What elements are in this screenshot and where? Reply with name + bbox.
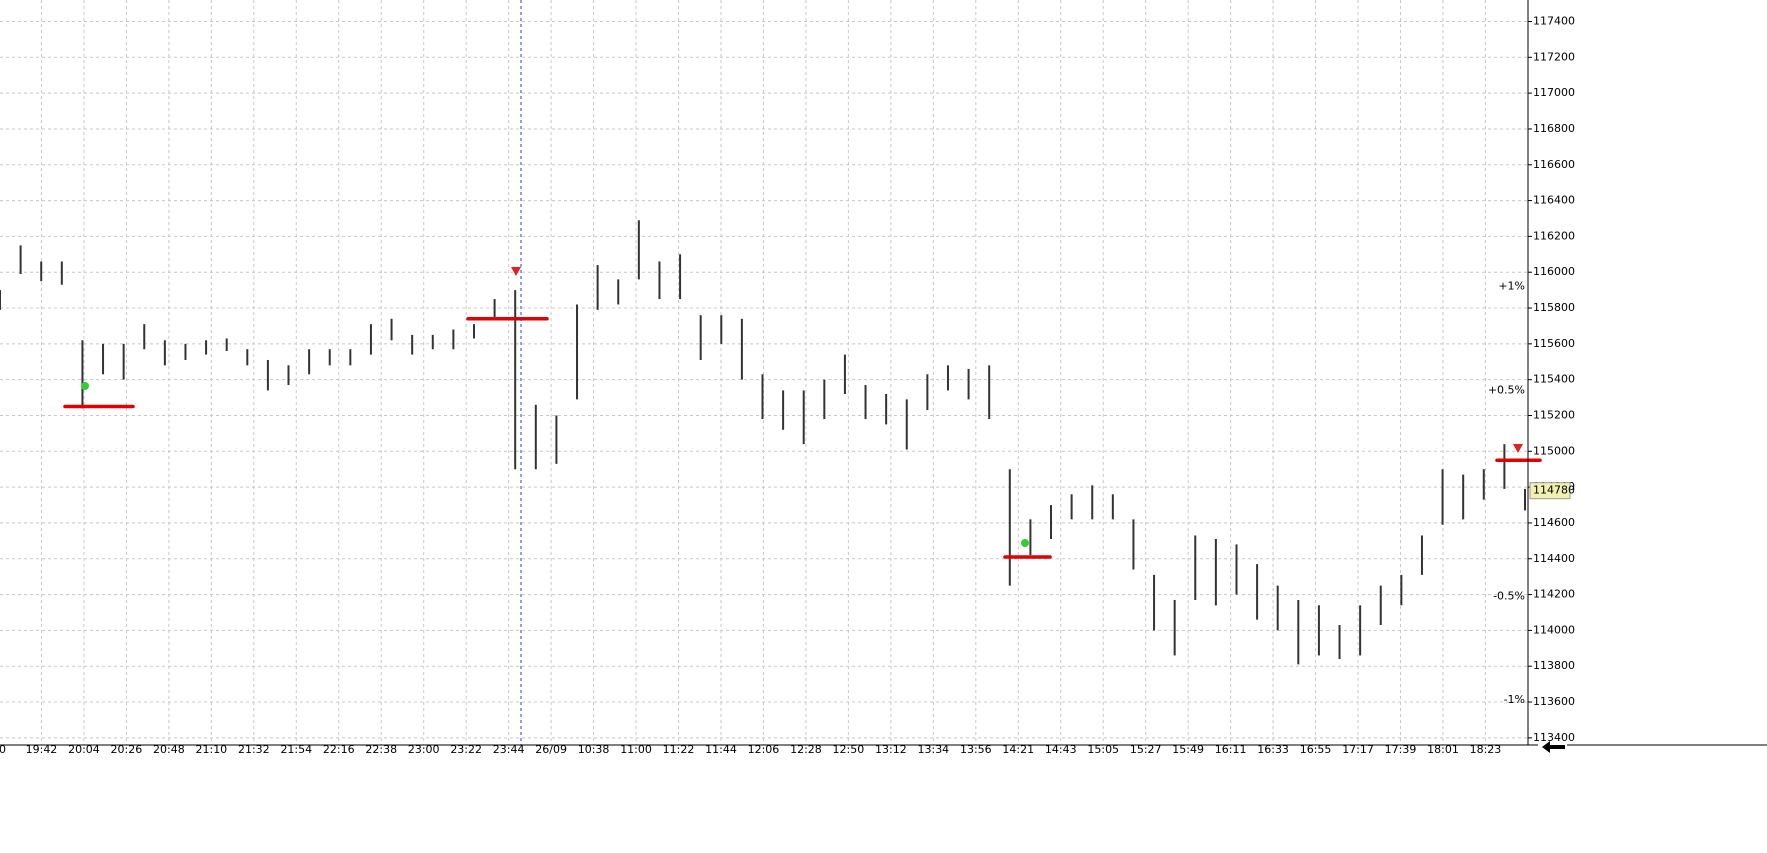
y-tick-label: 115600 xyxy=(1533,337,1575,350)
y-tick-label: 117400 xyxy=(1533,14,1575,27)
x-tick-label: 23:44 xyxy=(493,743,525,756)
x-tick-label: 12:50 xyxy=(833,743,865,756)
x-tick-label: 20:04 xyxy=(68,743,100,756)
x-tick-label: 20:26 xyxy=(111,743,143,756)
grid xyxy=(0,0,1528,745)
signal-icons xyxy=(81,267,1523,547)
x-tick-label: 13:34 xyxy=(917,743,949,756)
x-tick-label: 20:48 xyxy=(153,743,185,756)
y-tick-label: 114000 xyxy=(1533,623,1575,636)
x-tick-label: 21:32 xyxy=(238,743,270,756)
percent-label: -0.5% xyxy=(1493,589,1525,602)
x-tick-label: 21:10 xyxy=(195,743,227,756)
x-tick-label: 18:23 xyxy=(1470,743,1502,756)
y-tick-label: 115400 xyxy=(1533,373,1575,386)
marks xyxy=(0,220,1542,665)
x-tick-label: 23:00 xyxy=(408,743,440,756)
percent-label: -1% xyxy=(1504,693,1525,706)
x-tick-label: 11:22 xyxy=(663,743,695,756)
x-tick-label: 15:05 xyxy=(1087,743,1119,756)
x-tick-label: 26/09 xyxy=(535,743,567,756)
y-tick-label: 115800 xyxy=(1533,301,1575,314)
x-tick-label: 21:54 xyxy=(280,743,312,756)
percent-label: +0.5% xyxy=(1488,383,1525,396)
x-tick-label: 16:33 xyxy=(1257,743,1289,756)
y-tick-label: 114600 xyxy=(1533,516,1575,529)
x-tick-label: 14:43 xyxy=(1045,743,1077,756)
x-tick-label: 12:28 xyxy=(790,743,822,756)
percent-label: +1% xyxy=(1498,280,1525,293)
x-tick-label: 13:56 xyxy=(960,743,992,756)
x-tick-label: 22:38 xyxy=(365,743,397,756)
y-tick-label: 116800 xyxy=(1533,122,1575,135)
x-tick-label: 10:38 xyxy=(578,743,610,756)
x-tick-label: 19:42 xyxy=(26,743,58,756)
y-tick-label: 113400 xyxy=(1533,731,1575,744)
y-tick-label: 116200 xyxy=(1533,229,1575,242)
x-tick-label: 17:17 xyxy=(1342,743,1374,756)
y-tick-label: 117200 xyxy=(1533,50,1575,63)
buy-signal xyxy=(1021,539,1029,547)
y-tick-label: 115200 xyxy=(1533,408,1575,421)
y-tick-label: 116400 xyxy=(1533,194,1575,207)
last-price-box xyxy=(1529,482,1571,500)
sell-signal xyxy=(1513,444,1523,453)
y-tick-label: 117000 xyxy=(1533,86,1575,99)
x-tick-label: 15:27 xyxy=(1130,743,1162,756)
x-tick-label: 20 xyxy=(0,743,6,756)
x-tick-label: 16:55 xyxy=(1300,743,1332,756)
x-tick-label: 18:01 xyxy=(1427,743,1459,756)
scroll-arrow[interactable] xyxy=(1538,740,1567,753)
x-tick-label: 12:06 xyxy=(748,743,780,756)
x-tick-label: 11:44 xyxy=(705,743,737,756)
y-tick-label: 113800 xyxy=(1533,659,1575,672)
x-tick-label: 16:11 xyxy=(1215,743,1247,756)
arrow[interactable] xyxy=(1542,741,1565,753)
buy-signal xyxy=(81,382,89,390)
x-tick-label: 17:39 xyxy=(1385,743,1417,756)
y-tick-label: 116000 xyxy=(1533,265,1575,278)
x-tick-label: 14:21 xyxy=(1002,743,1034,756)
y-tick-label: 114400 xyxy=(1533,552,1575,565)
sell-signal xyxy=(511,267,521,276)
x-tick-label: 23:22 xyxy=(450,743,482,756)
y-tick-label: 114200 xyxy=(1533,588,1575,601)
x-tick-label: 13:12 xyxy=(875,743,907,756)
y-tick-label: 113600 xyxy=(1533,695,1575,708)
x-tick-label: 22:16 xyxy=(323,743,355,756)
x-tick-label: 15:49 xyxy=(1172,743,1204,756)
y-tick-label: 116600 xyxy=(1533,158,1575,171)
x-tick-label: 11:00 xyxy=(620,743,652,756)
y-tick-label: 115000 xyxy=(1533,444,1575,457)
last-price-label: 114780 xyxy=(1533,484,1575,497)
